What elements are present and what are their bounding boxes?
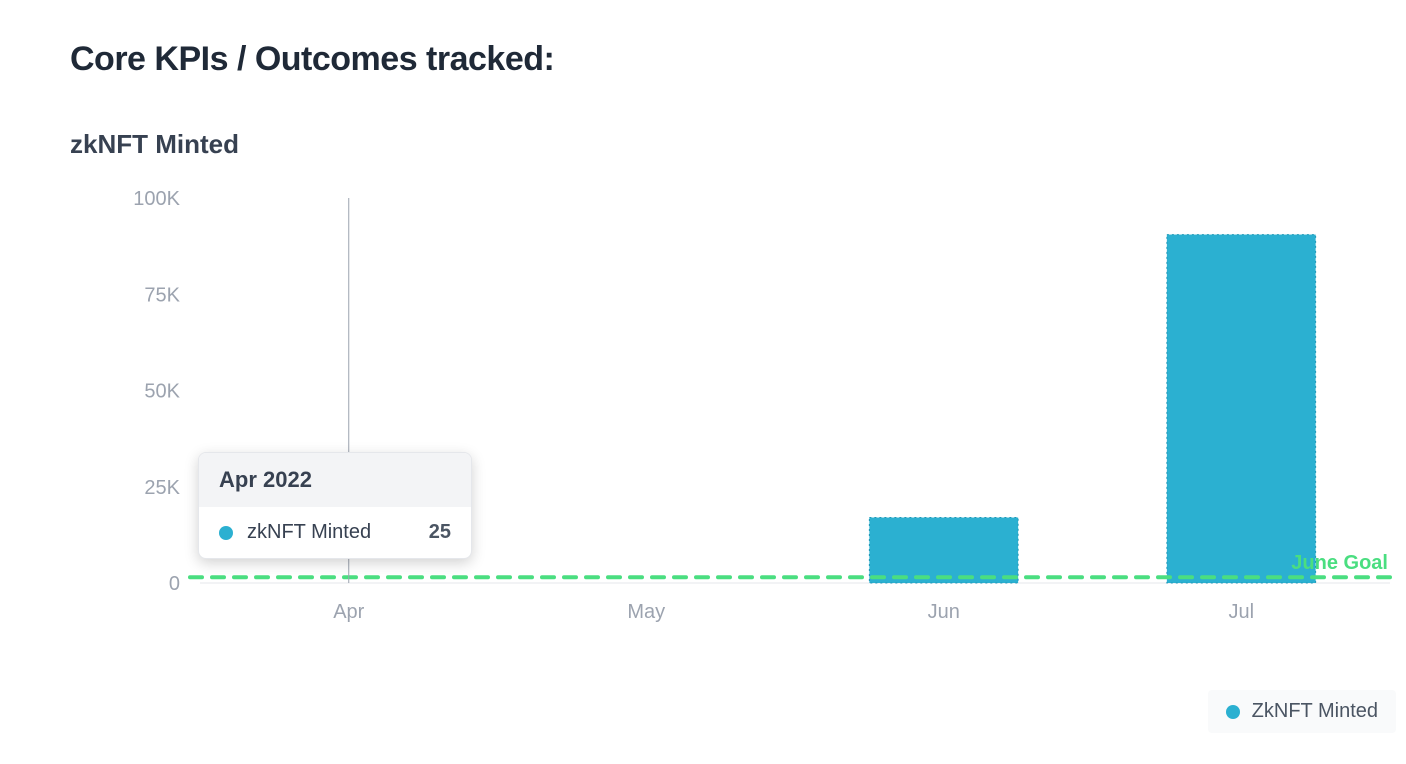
svg-text:0: 0 — [169, 573, 180, 595]
svg-text:25K: 25K — [144, 477, 180, 499]
bar[interactable] — [869, 518, 1018, 583]
tooltip-header: Apr 2022 — [199, 453, 471, 507]
goal-label: June Goal — [1291, 552, 1388, 574]
legend-label: ZkNFT Minted — [1252, 700, 1378, 723]
chart-tooltip: Apr 2022 zkNFT Minted 25 — [198, 452, 472, 559]
tooltip-body: zkNFT Minted 25 — [199, 507, 471, 558]
x-tick-label: Jul — [1228, 601, 1254, 623]
tooltip-swatch-icon — [219, 526, 233, 540]
page: Core KPIs / Outcomes tracked: zkNFT Mint… — [0, 0, 1406, 764]
tooltip-value: 25 — [429, 521, 451, 544]
svg-text:50K: 50K — [144, 381, 180, 403]
chart-subtitle: zkNFT Minted — [70, 129, 1386, 160]
x-tick-label: May — [627, 601, 665, 623]
chart-container: 0 25K 50K 75K 100K June Goal Apr May Jun Jul — [70, 188, 1386, 638]
x-tick-label: Jun — [928, 601, 960, 623]
chart-legend[interactable]: ZkNFT Minted — [1208, 690, 1396, 733]
svg-text:100K: 100K — [133, 188, 180, 210]
bar[interactable] — [1167, 235, 1316, 583]
tooltip-series-label: zkNFT Minted — [247, 521, 415, 544]
page-title: Core KPIs / Outcomes tracked: — [70, 40, 1386, 79]
bar-chart[interactable]: 0 25K 50K 75K 100K June Goal Apr May Jun Jul — [70, 188, 1400, 638]
legend-swatch-icon — [1226, 705, 1240, 719]
svg-text:75K: 75K — [144, 284, 180, 306]
x-tick-label: Apr — [333, 601, 364, 623]
